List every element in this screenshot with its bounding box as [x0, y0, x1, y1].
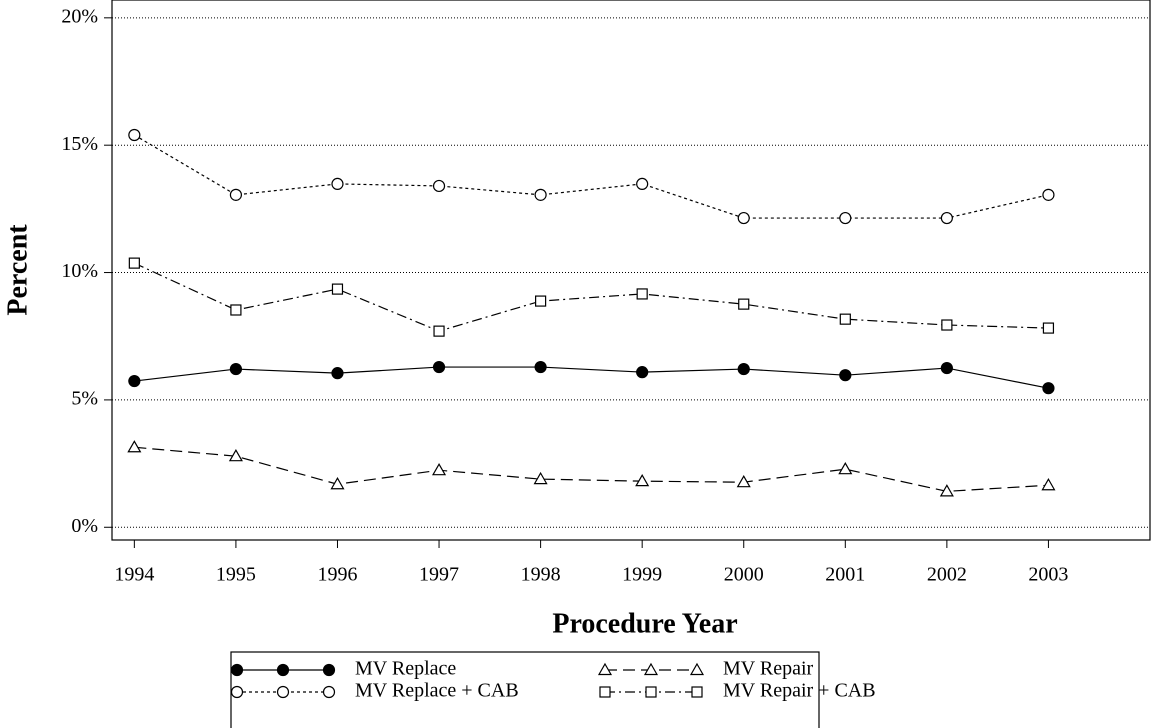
- marker: [128, 374, 141, 388]
- y-tick-label: 0%: [71, 515, 98, 537]
- legend-marker: [230, 685, 244, 699]
- marker: [737, 211, 750, 225]
- marker: [228, 448, 243, 462]
- marker: [939, 484, 954, 497]
- legend-marker: [322, 663, 336, 677]
- marker: [1042, 188, 1055, 201]
- series-line: [134, 446, 1049, 492]
- marker: [839, 313, 851, 325]
- y-tick-label: 5%: [71, 387, 98, 409]
- legend-marker: [689, 662, 705, 676]
- series-line: [134, 262, 1049, 332]
- marker: [433, 325, 445, 337]
- marker: [738, 298, 750, 310]
- legend-label: MV Repair + CAB: [723, 680, 876, 702]
- marker: [432, 462, 447, 476]
- y-tick-label: 15%: [61, 133, 98, 155]
- marker: [432, 360, 446, 374]
- marker: [229, 362, 243, 376]
- legend-marker: [597, 662, 613, 676]
- marker: [534, 360, 547, 374]
- marker: [128, 257, 140, 269]
- marker: [230, 304, 242, 316]
- marker: [127, 440, 142, 453]
- legend-marker: [599, 686, 611, 698]
- legend-marker: [322, 685, 336, 699]
- marker: [533, 471, 548, 485]
- marker: [1042, 322, 1055, 334]
- marker: [331, 177, 344, 191]
- marker: [331, 283, 344, 295]
- marker: [839, 369, 852, 382]
- legend-marker: [276, 685, 290, 699]
- x-tick-label: 1996: [317, 564, 357, 586]
- marker: [229, 188, 243, 201]
- marker: [636, 177, 649, 191]
- marker: [636, 366, 649, 379]
- marker: [736, 474, 751, 488]
- y-tick-label: 10%: [61, 260, 98, 282]
- y-tick-label: 20%: [61, 5, 98, 27]
- x-tick-label: 1997: [419, 564, 459, 586]
- legend-marker: [230, 663, 244, 677]
- legend-marker: [691, 686, 703, 698]
- marker: [940, 211, 953, 225]
- marker: [635, 473, 650, 487]
- marker: [534, 188, 547, 201]
- x-tick-label: 2001: [825, 564, 865, 586]
- marker: [330, 477, 345, 490]
- marker: [1042, 382, 1055, 395]
- x-axis-label: Procedure Year: [552, 608, 737, 639]
- marker: [331, 367, 344, 380]
- legend-label: MV Replace + CAB: [355, 680, 519, 702]
- marker: [1041, 478, 1056, 491]
- x-tick-label: 2002: [927, 564, 967, 586]
- marker: [940, 361, 953, 375]
- x-tick-label: 2000: [724, 564, 764, 586]
- marker: [636, 288, 648, 300]
- legend-label: MV Replace: [355, 658, 456, 680]
- marker: [128, 128, 141, 142]
- marker: [432, 179, 446, 193]
- y-axis-label: Percent: [2, 224, 33, 316]
- legend-label: MV Repair: [723, 658, 814, 680]
- series-line: [134, 134, 1049, 219]
- x-tick-label: 2003: [1028, 564, 1068, 586]
- legend-marker: [276, 663, 290, 677]
- marker: [838, 461, 853, 475]
- marker: [535, 295, 547, 307]
- x-tick-label: 1998: [521, 564, 561, 586]
- marker: [941, 319, 953, 331]
- series-line: [134, 366, 1049, 389]
- marker: [737, 362, 750, 376]
- plot-frame: [111, 0, 1151, 541]
- marker: [839, 211, 852, 225]
- x-tick-label: 1995: [216, 564, 256, 586]
- legend-marker: [643, 662, 659, 676]
- legend-marker: [645, 686, 657, 698]
- x-tick-label: 1994: [114, 564, 154, 586]
- x-tick-label: 1999: [622, 564, 662, 586]
